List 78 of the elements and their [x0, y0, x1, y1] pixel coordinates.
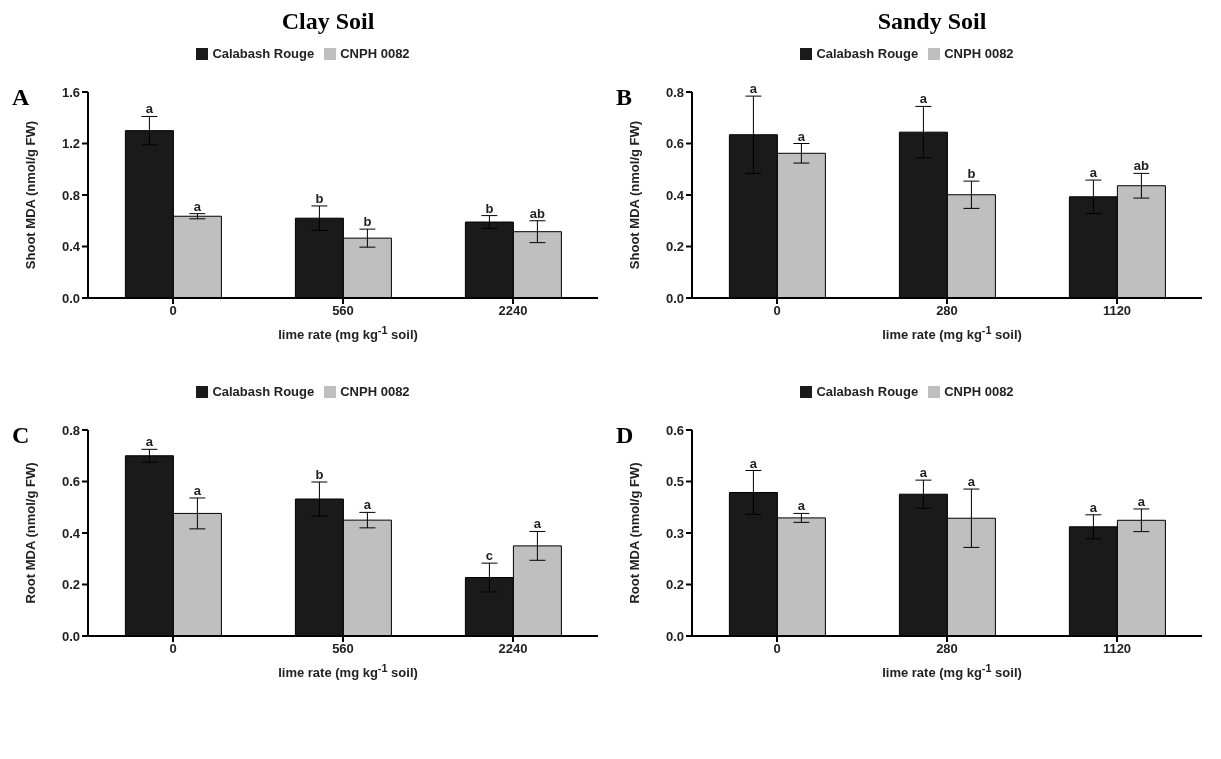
data-label: a	[145, 434, 154, 450]
data-label: a	[797, 498, 806, 514]
chart-title: Clay Soil	[280, 8, 376, 36]
x-tick-label: 280	[936, 641, 958, 657]
y-tick-label: 1.6	[61, 84, 80, 100]
data-label: a	[363, 497, 372, 513]
data-label: a	[967, 474, 976, 490]
y-tick-label: 0.0	[665, 628, 684, 644]
y-tick-label: 0.6	[665, 136, 684, 152]
x-axis-title: lime rate (mg kg$^{-1}$ soil)	[881, 324, 1023, 345]
data-label: a	[533, 516, 542, 532]
text: D	[616, 422, 634, 449]
data-label: a	[1137, 493, 1146, 509]
x-axis-title: lime rate (mg kg$^{-1}$ soil)	[881, 662, 1023, 683]
data-label: a	[1089, 499, 1098, 515]
x-axis-title: lime rate (mg kg$^{-1}$ soil)	[277, 662, 419, 683]
y-axis-title: Shoot MDA (nmol/g FW)	[22, 120, 38, 270]
y-tick-label: 0.6	[61, 474, 80, 490]
text: A	[12, 84, 30, 111]
y-axis-title: Root MDA (nmol/g FW)	[626, 462, 642, 604]
data-label: a	[749, 455, 758, 471]
y-tick-label: 1.2	[61, 136, 80, 152]
y-tick-label: 0.8	[665, 84, 684, 100]
x-axis-title: lime rate (mg kg$^{-1}$ soil)	[277, 324, 419, 345]
y-tick-label: 0.2	[665, 577, 684, 593]
x-tick-label: 0	[773, 303, 781, 319]
data-label: ab	[529, 205, 546, 221]
x-tick-label: 2240	[498, 641, 528, 657]
data-label: a	[797, 128, 806, 144]
data-label: b	[967, 166, 976, 182]
legend-label: CNPH 0082	[944, 384, 1014, 399]
x-tick-label: 560	[332, 641, 354, 657]
data-label: ab	[1133, 158, 1150, 174]
data-label: b	[315, 190, 324, 206]
data-label: a	[749, 81, 758, 97]
y-tick-label: 0.4	[61, 525, 81, 541]
y-tick-label: 0.6	[665, 422, 684, 438]
data-label: a	[919, 91, 928, 107]
y-tick-label: 0.0	[61, 628, 80, 644]
y-tick-label: 0.5	[665, 474, 684, 490]
legend-label: Calabash Rouge	[212, 384, 315, 399]
y-tick-label: 0.8	[61, 187, 80, 203]
data-label: a	[1089, 165, 1098, 181]
legend-label: CNPH 0082	[944, 46, 1014, 61]
x-tick-label: 2240	[498, 303, 528, 319]
text: B	[616, 84, 633, 111]
data-label: a	[919, 465, 928, 481]
x-tick-label: 0	[169, 303, 177, 319]
data-label: a	[145, 101, 154, 117]
x-tick-label: 1120	[1102, 303, 1132, 319]
x-tick-label: 280	[936, 303, 958, 319]
data-label: b	[363, 214, 372, 230]
y-tick-label: 0.2	[665, 239, 684, 255]
legend-label: Calabash Rouge	[816, 384, 919, 399]
data-label: a	[193, 482, 202, 498]
y-tick-label: 0.4	[665, 187, 685, 203]
text: C	[12, 422, 30, 449]
y-tick-label: 0.0	[665, 290, 684, 306]
x-tick-label: 0	[169, 641, 177, 657]
data-label: b	[485, 200, 494, 216]
legend-label: Calabash Rouge	[212, 46, 315, 61]
legend-label: CNPH 0082	[340, 46, 410, 61]
y-tick-label: 0.0	[61, 290, 80, 306]
data-label: b	[315, 467, 324, 483]
x-tick-label: 1120	[1102, 641, 1132, 657]
x-tick-label: 560	[332, 303, 354, 319]
legend-label: Calabash Rouge	[816, 46, 919, 61]
y-tick-label: 0.2	[61, 577, 80, 593]
data-label: a	[193, 198, 202, 214]
y-axis-title: Root MDA (nmol/g FW)	[22, 462, 38, 604]
legend-label: CNPH 0082	[340, 384, 410, 399]
data-label: c	[485, 548, 494, 564]
chart-title: Sandy Soil	[876, 8, 988, 36]
x-tick-label: 0	[773, 641, 781, 657]
y-tick-label: 0.3	[665, 525, 684, 541]
y-tick-label: 0.8	[61, 422, 80, 438]
y-axis-title: Shoot MDA (nmol/g FW)	[626, 120, 642, 270]
y-tick-label: 0.4	[61, 239, 81, 255]
